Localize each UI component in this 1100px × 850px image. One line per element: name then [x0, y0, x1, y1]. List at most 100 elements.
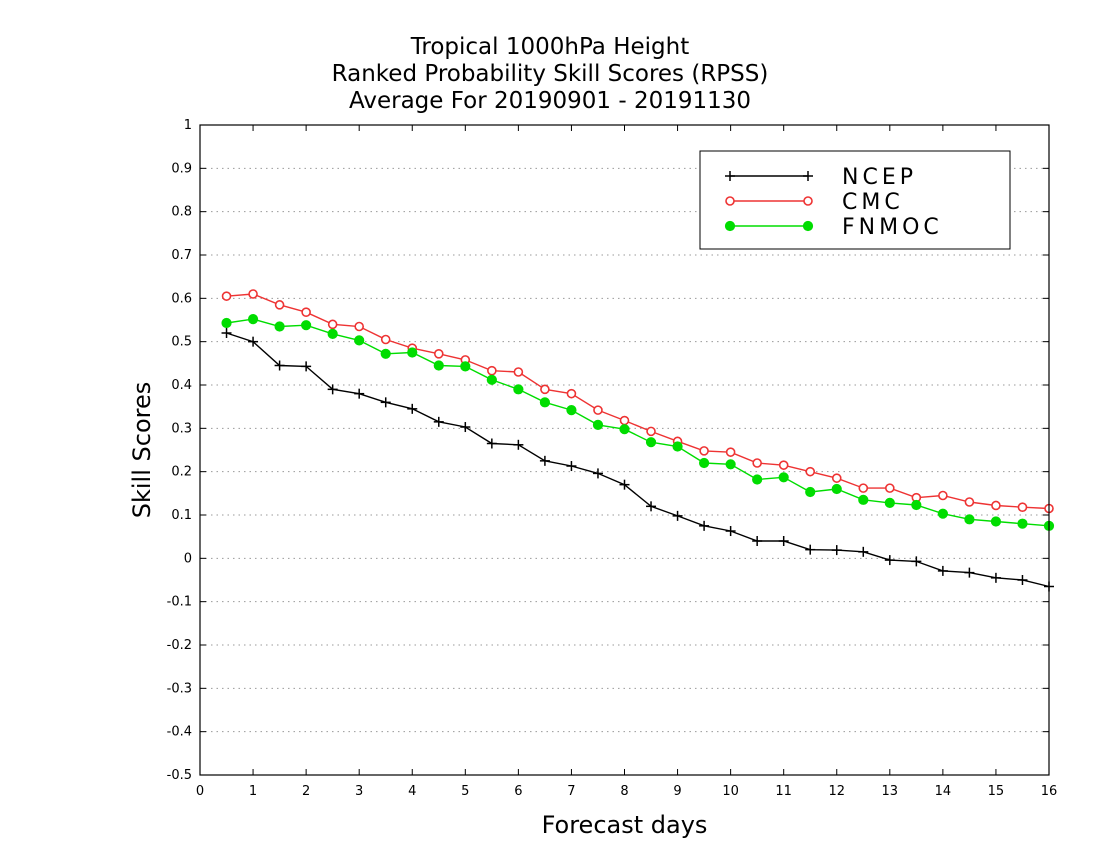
x-tick-label: 1	[249, 784, 257, 799]
data-point-cmc	[831, 473, 842, 483]
data-point-cmc	[301, 307, 311, 318]
legend-marker-end	[802, 220, 814, 232]
y-tick-label: 0.7	[171, 248, 192, 263]
data-point-cmc	[991, 500, 1001, 511]
data-point-cmc	[487, 365, 497, 376]
axis-ticks: -0.5 -0.4 -0.3 -0.2 -0.1 0 0.1 0.2 0.3 0.4 0.5 0.6 0…	[167, 118, 1058, 799]
x-tick-label: 12	[828, 784, 845, 799]
data-point-fnmoc	[539, 397, 551, 408]
y-tick-label: 0.6	[171, 291, 192, 306]
data-point-cmc	[699, 446, 709, 456]
y-tick-label: 0.2	[171, 465, 192, 480]
x-tick-label: 3	[355, 784, 363, 799]
x-tick-label: 10	[722, 784, 739, 799]
x-tick-label: 7	[567, 784, 575, 799]
data-point-fnmoc	[301, 320, 312, 331]
data-point-cmc	[327, 319, 338, 330]
data-point-fnmoc	[407, 347, 418, 358]
data-point-fnmoc	[831, 483, 842, 495]
data-point-ncep	[964, 567, 975, 578]
data-point-fnmoc	[805, 486, 816, 498]
data-point-cmc	[885, 483, 895, 493]
data-point-fnmoc	[1017, 518, 1028, 529]
x-tick-label: 8	[620, 784, 628, 799]
data-point-fnmoc	[619, 424, 630, 435]
data-point-fnmoc	[778, 472, 789, 483]
legend-label-ncep: NCEP	[842, 165, 917, 190]
data-point-fnmoc	[247, 314, 259, 325]
y-tick-label: 0.1	[171, 508, 192, 523]
data-point-ncep	[354, 388, 365, 399]
data-point-ncep	[301, 361, 312, 372]
x-tick-label: 2	[302, 784, 310, 799]
data-point-ncep	[566, 461, 577, 472]
data-point-ncep	[672, 510, 683, 521]
y-tick-label: 0.5	[171, 335, 192, 350]
data-point-fnmoc	[672, 441, 683, 452]
x-tick-label: 14	[935, 784, 952, 799]
data-point-fnmoc	[380, 348, 391, 359]
x-tick-label: 4	[408, 784, 416, 799]
data-point-cmc	[938, 490, 948, 501]
data-point-cmc	[593, 405, 603, 415]
data-point-ncep	[884, 555, 895, 566]
data-point-fnmoc	[327, 328, 338, 339]
series-layer	[221, 289, 1055, 592]
y-tick-label: 1	[184, 118, 192, 133]
legend-marker-end	[803, 196, 813, 206]
data-point-ncep	[433, 416, 444, 427]
data-point-ncep	[486, 438, 497, 449]
x-axis-label: Forecast days	[542, 811, 708, 839]
data-point-cmc	[1017, 502, 1028, 513]
legend-label-fnmoc: FNMOC	[842, 215, 943, 240]
data-point-ncep	[752, 536, 763, 546]
legend-entry-ncep: NCEP	[725, 165, 917, 190]
x-tick-label: 11	[775, 784, 792, 799]
legend-label-cmc: CMC	[842, 190, 904, 215]
y-tick-label: -0.2	[167, 638, 192, 653]
data-point-cmc	[540, 384, 550, 395]
legend-marker-end	[803, 171, 813, 181]
chart-title-line-2: Ranked Probability Skill Scores (RPSS)	[331, 61, 769, 87]
data-point-cmc	[380, 334, 391, 345]
y-tick-label: -0.4	[167, 725, 192, 740]
data-point-fnmoc	[645, 437, 657, 448]
data-point-ncep	[646, 501, 657, 512]
x-tick-label: 15	[988, 784, 1005, 799]
data-point-fnmoc	[911, 499, 922, 511]
chart-title-line-3: Average For 20190901 - 20191130	[348, 88, 752, 114]
data-point-cmc	[805, 466, 816, 477]
data-point-ncep	[725, 526, 736, 537]
data-point-cmc	[248, 289, 258, 299]
data-point-fnmoc	[354, 335, 365, 346]
data-point-fnmoc	[937, 508, 948, 519]
data-point-ncep	[937, 565, 948, 576]
data-point-cmc	[513, 367, 524, 377]
data-point-cmc	[433, 348, 444, 359]
x-tick-label: 0	[196, 784, 204, 799]
x-tick-label: 6	[514, 784, 522, 799]
y-tick-label: 0.9	[171, 161, 192, 176]
data-point-cmc	[221, 291, 232, 301]
data-point-fnmoc	[460, 361, 471, 372]
data-point-fnmoc	[964, 514, 975, 525]
data-point-fnmoc	[486, 374, 497, 385]
y-tick-label: 0	[184, 551, 192, 566]
data-point-ncep	[1017, 575, 1028, 585]
y-tick-label: -0.3	[167, 681, 192, 696]
data-point-fnmoc	[884, 497, 895, 508]
series-line-ncep	[226, 332, 1050, 588]
data-point-ncep	[778, 536, 789, 546]
data-point-ncep	[990, 572, 1001, 583]
data-point-ncep	[407, 403, 418, 414]
legend-entry-cmc: CMC	[725, 190, 904, 215]
y-tick-label: -0.1	[167, 595, 192, 610]
data-point-ncep	[911, 556, 922, 567]
data-point-fnmoc	[274, 321, 285, 332]
legend-box	[699, 150, 1011, 250]
x-tick-label: 16	[1041, 784, 1058, 799]
chart-title-line-1: Tropical 1000hPa Height	[410, 34, 690, 60]
data-point-fnmoc	[513, 384, 524, 395]
data-point-ncep	[858, 546, 869, 557]
y-axis-label: Skill Scores	[128, 382, 156, 519]
